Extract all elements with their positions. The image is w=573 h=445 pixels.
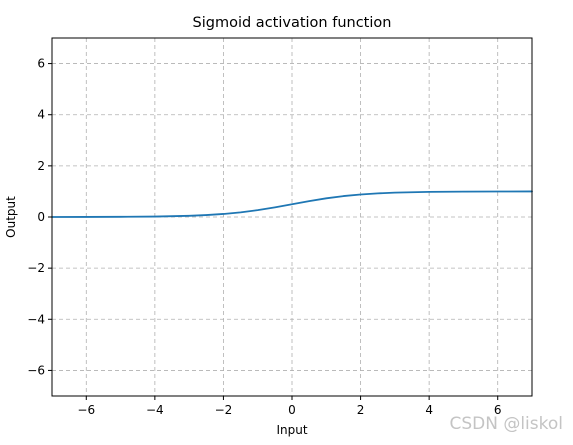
chart-title: Sigmoid activation function xyxy=(193,15,392,31)
y-tick-label: −2 xyxy=(27,261,45,275)
y-tick-label: 4 xyxy=(37,108,45,122)
x-tick-label: −2 xyxy=(215,403,233,417)
series-layer xyxy=(51,190,533,218)
sigmoid-series-line xyxy=(51,190,533,218)
x-axis-title: Input xyxy=(276,423,307,437)
watermark: CSDN @liskol xyxy=(449,414,563,434)
x-tick-label: 0 xyxy=(288,403,296,417)
y-tick-label: −4 xyxy=(27,312,45,326)
grid xyxy=(52,38,532,396)
x-tick-label: 6 xyxy=(494,403,502,417)
y-axis-title: Output xyxy=(4,196,18,238)
y-tick-label: 6 xyxy=(37,57,45,71)
ticks: −6 −4 −2 0 2 4 6 −6 −4 −2 0 2 4 6 xyxy=(27,57,501,417)
y-tick-label: 0 xyxy=(37,210,45,224)
y-tick-label: 2 xyxy=(37,159,45,173)
y-tick-label: −6 xyxy=(27,363,45,377)
x-tick-label: −4 xyxy=(146,403,164,417)
x-tick-label: 2 xyxy=(357,403,365,417)
x-tick-label: −6 xyxy=(77,403,95,417)
x-tick-label: 4 xyxy=(425,403,433,417)
